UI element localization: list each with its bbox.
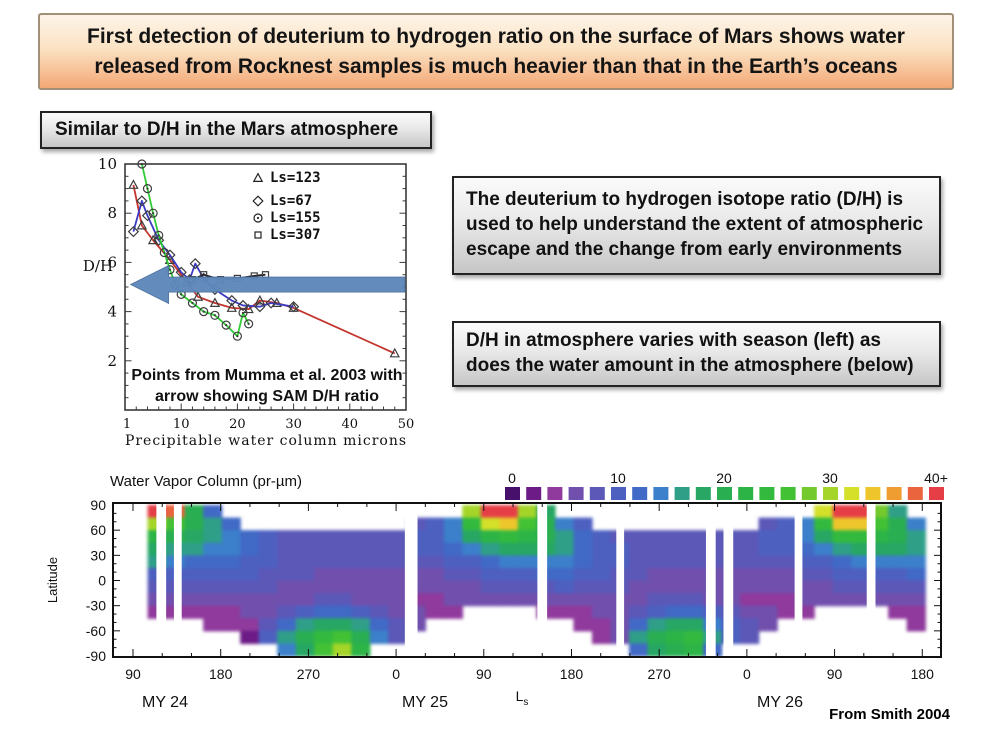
svg-text:0: 0 <box>98 573 106 589</box>
svg-text:8: 8 <box>107 204 117 222</box>
svg-text:Ls=123: Ls=123 <box>270 170 321 186</box>
svg-text:270: 270 <box>647 666 671 682</box>
svg-text:30: 30 <box>822 470 838 486</box>
svg-text:90: 90 <box>827 666 843 682</box>
svg-text:10: 10 <box>98 155 117 173</box>
svg-text:Precipitable water column mic: Precipitable water column microns <box>125 433 407 449</box>
svg-text:20: 20 <box>716 470 732 486</box>
svg-text:180: 180 <box>911 666 935 682</box>
svg-text:10: 10 <box>610 470 626 486</box>
svg-text:MY 24: MY 24 <box>142 694 188 711</box>
heatmap-cells <box>147 505 926 656</box>
svg-text:50: 50 <box>398 417 415 432</box>
svg-text:40: 40 <box>342 417 359 432</box>
svg-text:D/H: D/H <box>83 257 113 275</box>
info-box-dh-text: The deuterium to hydrogen isotope ratio … <box>466 189 924 260</box>
svg-text:20: 20 <box>229 417 246 432</box>
dh-series-Ls=155 <box>137 159 254 341</box>
svg-text:90: 90 <box>90 497 106 513</box>
mumma-caption: Points from Mumma et al. 2003 with arrow … <box>131 367 402 405</box>
svg-text:-90: -90 <box>86 648 106 664</box>
svg-text:4: 4 <box>107 303 117 321</box>
dh-chart-axes <box>124 163 407 411</box>
sam-dh-arrow <box>129 264 406 305</box>
svg-text:0: 0 <box>392 666 400 682</box>
heatmap-data-gaps <box>156 504 876 656</box>
info-box-seasonal-variation: D/H in atmosphere varies with season (le… <box>452 321 941 387</box>
svg-text:0: 0 <box>508 470 516 486</box>
dh-vs-water-column-chart: 2 4 6 8 10 1 10 20 30 40 50 D/H Precipitable water c… <box>83 155 414 449</box>
latitude-axis-label: Latitude <box>45 557 60 603</box>
heatmap-axes <box>112 502 942 658</box>
info-box-dh-explanation: The deuterium to hydrogen isotope ratio … <box>452 176 941 275</box>
svg-text:Ls=67: Ls=67 <box>270 193 312 209</box>
svg-text:-60: -60 <box>86 623 106 639</box>
svg-text:Points from Mumma et al. 2003: Points from Mumma et al. 2003 with <box>131 367 402 384</box>
colorbar: 0 10 20 30 40+ <box>505 470 948 500</box>
svg-text:-30: -30 <box>86 598 106 614</box>
mars-atmosphere-label: Similar to D/H in the Mars atmosphere <box>55 119 399 140</box>
water-vapor-column-heatmap: Water Vapor Column (pr-µm) 0 10 20 30 40+ 90 18… <box>45 470 948 711</box>
svg-text:MY 25: MY 25 <box>402 694 448 711</box>
svg-text:30: 30 <box>90 547 106 563</box>
svg-text:Ls=307: Ls=307 <box>270 227 321 243</box>
mars-atmosphere-label-box: Similar to D/H in the Mars atmosphere <box>40 111 432 149</box>
svg-text:6: 6 <box>107 253 117 271</box>
heatmap-labels: 90 180 270 0 90 180 270 0 90 180 90 60 30 0 -30 -60 -90 M… <box>45 497 934 711</box>
svg-text:30: 30 <box>285 417 302 432</box>
ls-axis-label: Ls <box>516 688 529 708</box>
title-banner: First detection of deuterium to hydrogen… <box>38 13 954 90</box>
svg-text:180: 180 <box>560 666 584 682</box>
credit-text: From Smith 2004 <box>829 706 950 723</box>
svg-text:180: 180 <box>209 666 233 682</box>
svg-text:2: 2 <box>107 352 117 370</box>
svg-text:40+: 40+ <box>924 470 948 486</box>
info-box-seasonal-text: D/H in atmosphere varies with season (le… <box>466 330 914 376</box>
svg-text:60: 60 <box>90 522 106 538</box>
svg-text:Ls=155: Ls=155 <box>270 210 321 226</box>
heatmap-title: Water Vapor Column (pr-µm) <box>110 473 302 490</box>
svg-text:90: 90 <box>125 666 141 682</box>
svg-text:270: 270 <box>297 666 321 682</box>
svg-text:10: 10 <box>173 417 190 432</box>
svg-text:1: 1 <box>123 417 131 432</box>
svg-text:MY 26: MY 26 <box>757 694 803 711</box>
svg-text:0: 0 <box>743 666 751 682</box>
title-text: First detection of deuterium to hydrogen… <box>87 25 905 78</box>
dh-chart-tick-labels: 2 4 6 8 10 1 10 20 30 40 50 D/H Precipitable water c… <box>83 155 414 449</box>
svg-text:90: 90 <box>476 666 492 682</box>
svg-text:arrow showing SAM D/H ratio: arrow showing SAM D/H ratio <box>155 388 379 405</box>
